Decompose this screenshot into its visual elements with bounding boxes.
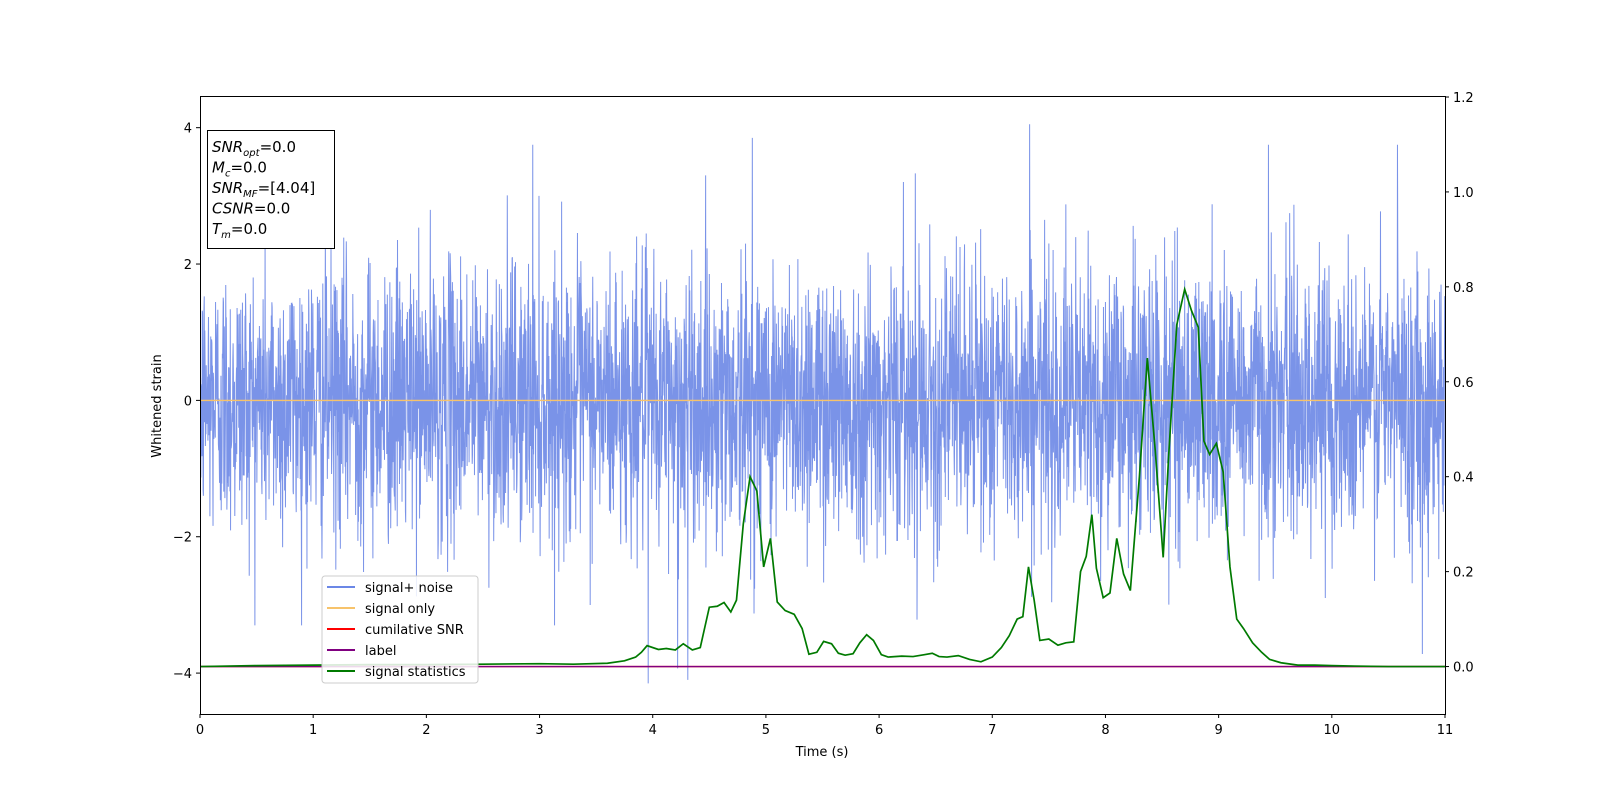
info-box-line: Tm=0.0 [212, 220, 267, 241]
info-box-line: Mc=0.0 [212, 159, 267, 180]
x-tick-label: 0 [196, 723, 204, 738]
x-tick-label: 5 [762, 723, 770, 738]
x-tick-label: 3 [535, 723, 543, 738]
x-axis: 0 1 2 3 4 5 6 7 8 9 10 11 [196, 714, 1453, 738]
legend: signal+ noise signal only cumilative SNR la… [321, 575, 479, 684]
info-box-line: CSNR=0.0 [212, 200, 290, 218]
y-tick-label: 4 [184, 122, 192, 137]
y2-tick-label: 0.0 [1453, 661, 1474, 676]
y2-tick-label: 1.0 [1453, 186, 1474, 201]
y-axis-label: Whitened strain [150, 354, 165, 457]
y2-tick-label: 0.4 [1453, 471, 1474, 486]
x-tick-label: 6 [875, 723, 883, 738]
info-box-line: SNRMF=[4.04] [212, 179, 315, 200]
info-box-frame [207, 130, 335, 249]
legend-label: signal only [365, 602, 435, 617]
y-tick-label: 2 [184, 258, 192, 273]
y2-tick-label: 0.6 [1453, 376, 1474, 391]
x-tick-label: 11 [1437, 723, 1454, 738]
y2-tick-label: 0.2 [1453, 566, 1474, 581]
x-tick-label: 1 [309, 723, 317, 738]
x-tick-label: 8 [1101, 723, 1109, 738]
series-line-4 [200, 285, 1445, 668]
x-axis-label: Time (s) [795, 745, 849, 760]
x-tick-label: 10 [1324, 723, 1341, 738]
legend-label: signal statistics [365, 665, 466, 680]
y-tick-label: 0 [184, 394, 192, 409]
x-tick-label: 9 [1214, 723, 1222, 738]
x-tick-label: 4 [649, 723, 657, 738]
series-line-signal-noise [200, 124, 1445, 684]
y-tick-label: −2 [173, 531, 192, 546]
plot-frame [200, 96, 1446, 715]
y-axis-right: 0.0 0.2 0.4 0.6 0.8 1.0 1.2 [1445, 91, 1474, 676]
legend-label: cumilative SNR [365, 623, 464, 638]
info-box-line: SNRopt=0.0 [212, 138, 296, 159]
noise-series [200, 124, 1445, 684]
y-axis-left: −4 −2 0 2 4 [173, 122, 200, 682]
x-tick-label: 7 [988, 723, 996, 738]
y-tick-label: −4 [173, 667, 192, 682]
y2-tick-label: 0.8 [1453, 281, 1474, 296]
x-tick-label: 2 [422, 723, 430, 738]
y2-tick-label: 1.2 [1453, 91, 1474, 106]
legend-label: label [365, 644, 396, 659]
legend-frame [321, 575, 479, 684]
legend-label: signal+ noise [365, 581, 453, 596]
